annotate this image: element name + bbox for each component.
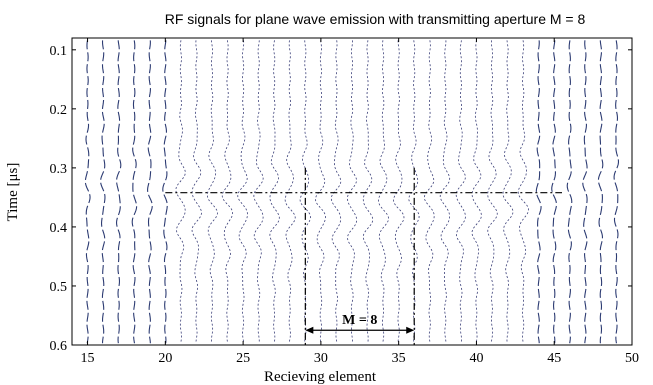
rf-trace (582, 40, 588, 344)
rf-trace (284, 40, 296, 344)
rf-trace (206, 40, 218, 344)
y-tick-label: 0.5 (50, 280, 68, 295)
y-tick-label: 0.1 (50, 44, 68, 59)
x-tick-label: 20 (158, 351, 172, 366)
aperture-arrow-head-left (305, 326, 314, 334)
y-axis-label: Time [μs] (5, 163, 21, 222)
x-tick-label: 15 (81, 351, 95, 366)
rf-trace (487, 40, 498, 344)
x-axis-ticks: 15 20 25 30 35 40 45 50 (81, 38, 639, 366)
rf-trace (162, 40, 168, 344)
y-tick-label: 0.2 (50, 103, 68, 118)
rf-trace (253, 40, 264, 344)
rf-trace (535, 40, 542, 344)
annotations: M = 8 (165, 167, 562, 345)
rf-trace (362, 40, 374, 344)
y-axis-ticks: 0.1 0.2 0.3 0.4 0.5 0.6 (50, 44, 632, 354)
x-tick-label: 45 (547, 351, 561, 366)
rf-trace (84, 40, 91, 344)
rf-trace (566, 40, 573, 344)
rf-trace (100, 40, 106, 344)
rf-trace (131, 40, 138, 344)
rf-trace (237, 40, 248, 344)
aperture-arrow-head-right (406, 326, 415, 334)
rf-trace (221, 40, 234, 344)
rf-trace (191, 40, 202, 344)
rf-trace (378, 40, 389, 344)
rf-trace (517, 40, 529, 344)
rf-trace (269, 40, 280, 344)
plot-area (72, 38, 632, 345)
x-axis-label: Recieving element (264, 369, 377, 385)
rf-trace (393, 40, 405, 344)
x-tick-label: 35 (392, 351, 406, 366)
x-tick-label: 50 (625, 351, 639, 366)
x-tick-label: 40 (469, 351, 483, 366)
aperture-label: M = 8 (342, 313, 377, 328)
y-tick-label: 0.3 (50, 162, 68, 177)
rf-trace (613, 40, 619, 344)
x-tick-label: 25 (236, 351, 250, 366)
rf-trace (347, 40, 358, 344)
y-tick-label: 0.4 (50, 221, 68, 236)
rf-trace (147, 40, 153, 344)
rf-trace (423, 40, 435, 344)
chart-title: RF signals for plane wave emission with … (165, 11, 586, 27)
rf-trace (597, 40, 604, 344)
x-tick-label: 30 (314, 351, 328, 366)
rf-trace (175, 40, 186, 344)
y-tick-label: 0.6 (50, 339, 68, 354)
rf-trace (330, 40, 342, 344)
rf-trace (551, 40, 557, 344)
rf-trace (471, 40, 482, 344)
rf-trace (315, 40, 326, 344)
rf-trace (115, 40, 122, 344)
rf-trace (455, 40, 466, 344)
plot-frame (71, 37, 633, 346)
rf-trace (502, 40, 514, 344)
rf-trace (439, 40, 451, 344)
